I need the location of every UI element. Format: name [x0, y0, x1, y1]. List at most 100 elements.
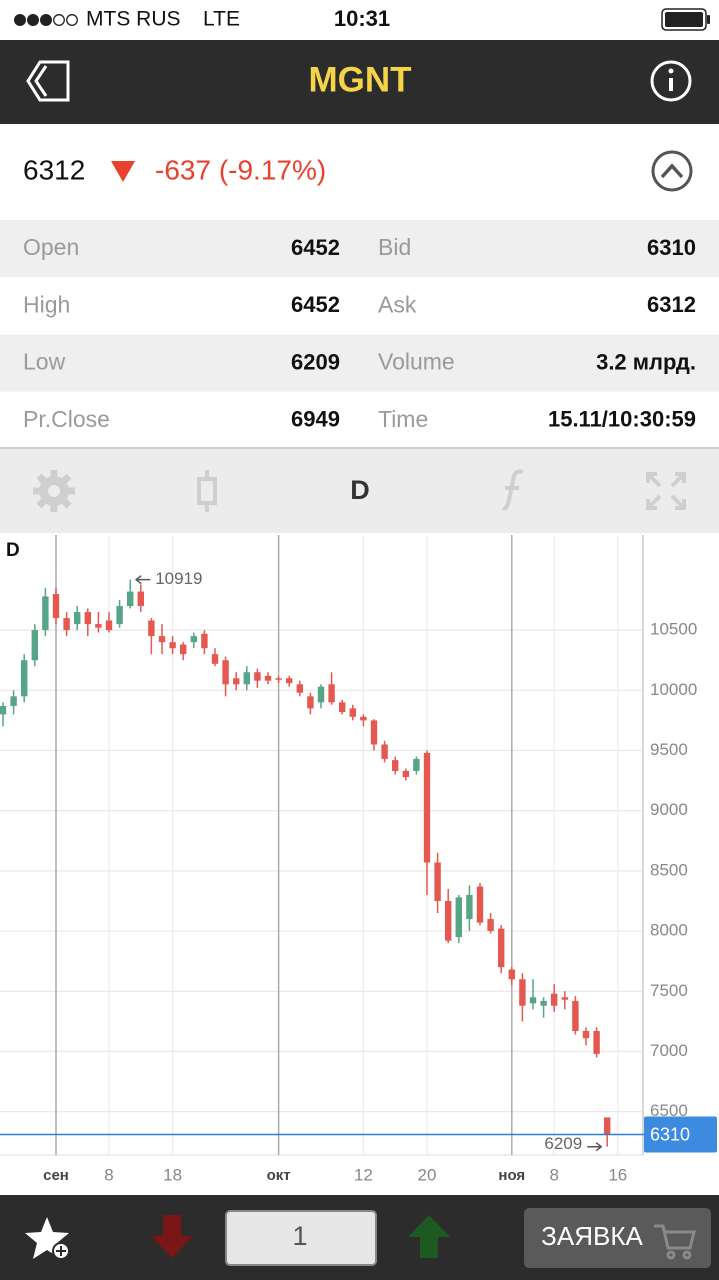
field-value: 6452 [291, 292, 340, 317]
candle-body [339, 702, 346, 712]
candle-body [445, 900, 452, 941]
candle-body [551, 993, 558, 1006]
candle-body [148, 620, 155, 637]
table-row [0, 391, 719, 449]
header [0, 40, 719, 124]
candle-body [74, 612, 81, 625]
candle-body [413, 758, 420, 771]
candle-body [296, 684, 303, 693]
field-value: 15.11/10:30:59 [548, 407, 696, 432]
status-bar [0, 0, 719, 40]
candle-body [95, 624, 102, 628]
last-price: 6312 [23, 154, 85, 185]
candle-body [286, 678, 293, 684]
table-row [0, 220, 719, 278]
info-button[interactable] [650, 60, 692, 102]
candle-body [328, 684, 335, 703]
signal [14, 14, 78, 26]
y-tick-label: 8500 [650, 860, 688, 879]
candle-body [254, 672, 261, 681]
candle-body [423, 752, 431, 863]
candle-body [572, 1000, 579, 1031]
candle-body [31, 630, 38, 661]
clock: 10:31 [334, 6, 390, 31]
field-label: Pr.Close [23, 406, 110, 432]
x-tick-label: ноя [498, 1167, 525, 1184]
cart-icon [654, 1224, 696, 1260]
last-price-label: 6310 [650, 1124, 690, 1144]
chart-type-button[interactable] [197, 470, 217, 512]
x-tick-label: окт [267, 1167, 291, 1184]
sell-button[interactable] [151, 1215, 193, 1258]
period-button[interactable]: D [350, 475, 370, 505]
annotation-arrow [587, 1142, 603, 1152]
x-tick-label: 8 [104, 1165, 113, 1184]
candle-body [105, 620, 113, 631]
candle-body [190, 636, 197, 643]
candle-body [158, 636, 166, 643]
field-value: 6949 [291, 407, 340, 432]
field-label: Low [23, 349, 66, 375]
y-tick-label: 10000 [650, 680, 697, 699]
candle-body [211, 654, 219, 664]
candle-body [349, 708, 356, 717]
candle-body [233, 678, 240, 685]
chart-area [0, 533, 719, 1195]
candle-body [498, 928, 505, 968]
candle-body [137, 591, 144, 607]
field-label: Time [378, 406, 428, 432]
field-label: High [23, 291, 70, 317]
candle-body [264, 675, 272, 681]
field-label: Ask [378, 291, 417, 317]
indicators-button[interactable] [502, 469, 524, 511]
x-tick-label: 20 [418, 1165, 437, 1184]
chart: D 6500 7000 7500 8000 8500 9000 9500 10000 10500 с… [0, 535, 717, 1184]
candle-body [0, 705, 7, 715]
quote-table: Open 6452 Bid 6310 High 6452 Ask 6312 Low 6209 Vol… [0, 220, 719, 449]
field-value: 6209 [291, 349, 340, 374]
candle-body [519, 979, 526, 1006]
candle-body [434, 862, 441, 901]
candle-body [402, 770, 409, 777]
y-tick-label: 9000 [650, 800, 688, 819]
candle-body [169, 642, 176, 649]
candle-body [455, 897, 462, 938]
candle-body [370, 720, 378, 745]
candle-body [604, 1117, 611, 1135]
battery [661, 8, 710, 31]
candle-body [317, 686, 325, 703]
candle-body [487, 919, 494, 932]
back-button[interactable] [26, 60, 70, 102]
y-tick-label: 6500 [650, 1101, 688, 1120]
candle-body [466, 894, 473, 920]
candle-body [116, 606, 123, 625]
last-price-tag [644, 1116, 717, 1153]
candle-body [63, 618, 70, 631]
table-row [0, 334, 719, 392]
y-tick-label: 7500 [650, 981, 688, 1000]
field-value: 6312 [647, 292, 696, 317]
candle-body [508, 969, 515, 980]
y-tick-label: 9500 [650, 740, 688, 759]
collapse-button[interactable] [651, 150, 693, 192]
x-tick-label: 16 [608, 1165, 627, 1184]
chart-period-label: D [6, 540, 20, 561]
fullscreen-button[interactable] [646, 472, 686, 510]
x-tick-label: сен [43, 1167, 69, 1184]
order-button[interactable] [524, 1208, 711, 1268]
settings-button[interactable] [33, 470, 75, 512]
quantity-input[interactable] [225, 1210, 377, 1266]
field-label: Open [23, 234, 79, 260]
candle-body [392, 760, 399, 771]
favorite-button[interactable] [25, 1217, 70, 1260]
candle-body [52, 593, 60, 619]
field-value: 6452 [291, 235, 340, 260]
buy-button[interactable] [408, 1215, 450, 1258]
down-triangle [111, 161, 135, 182]
candle-body [561, 997, 568, 1000]
x-tick-label: 8 [549, 1165, 558, 1184]
y-tick-label: 7000 [650, 1041, 688, 1060]
field-value: 3.2 млрд. [596, 349, 696, 374]
